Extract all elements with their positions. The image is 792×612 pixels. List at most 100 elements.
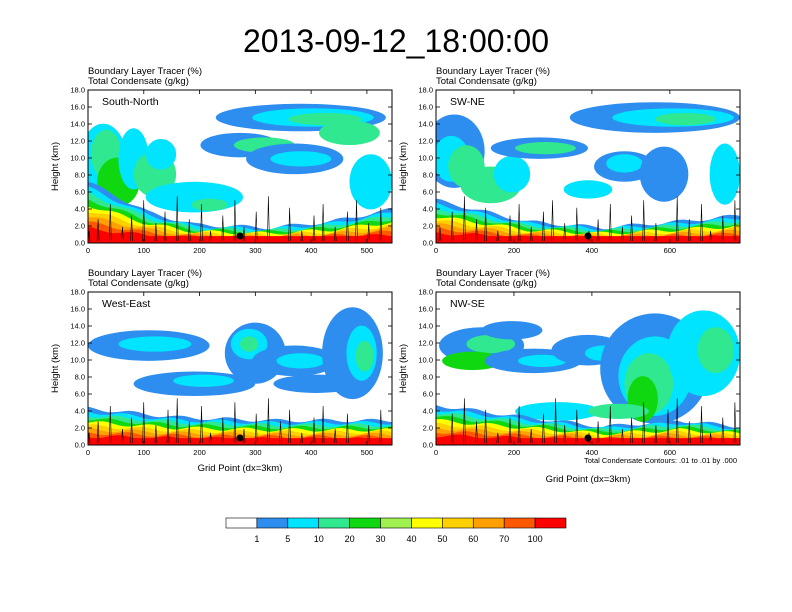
panel-south-north: Boundary Layer Tracer (%)Total Condensat… <box>50 66 393 255</box>
panel-label: NW-SE <box>450 298 485 310</box>
y-tick-label: 10.0 <box>70 154 85 163</box>
y-tick-label: 6.0 <box>423 188 433 197</box>
x-tick-label: 200 <box>193 448 206 457</box>
colorbar-label: 5 <box>285 534 290 544</box>
tracer-region <box>518 354 567 367</box>
colorbar-swatch <box>534 517 567 529</box>
panel-label: South-North <box>102 96 159 108</box>
condensate-contours <box>450 398 737 444</box>
y-tick-label: 16.0 <box>70 305 85 314</box>
tracer-region <box>191 198 228 211</box>
station-marker <box>584 232 592 240</box>
tracer-region <box>493 155 531 193</box>
x-tick-label: 500 <box>361 246 374 255</box>
colorbar-label: 60 <box>468 534 478 544</box>
station-marker <box>236 434 244 442</box>
y-tick-label: 8.0 <box>75 171 85 180</box>
y-tick-label: 18.0 <box>418 288 433 297</box>
header-condensate: Total Condensate (g/kg) <box>88 278 189 289</box>
y-tick-label: 0.0 <box>75 239 85 248</box>
tracer-region <box>442 351 503 371</box>
plot-frame <box>87 291 393 446</box>
x-tick-label: 0 <box>434 448 438 457</box>
colorbar-label: 20 <box>345 534 355 544</box>
tracer-region <box>606 154 643 173</box>
colorbar-label: 40 <box>406 534 416 544</box>
station-marker <box>236 232 244 240</box>
x-tick-label: 200 <box>508 448 521 457</box>
tracer-region <box>697 327 734 374</box>
tracer-region <box>481 321 543 340</box>
tracer-region <box>563 180 613 199</box>
station-marker <box>584 434 592 442</box>
colorbar-swatch <box>503 517 536 529</box>
colorbar: 1 5 10 20 30 40 50 60 70 100 <box>225 517 567 544</box>
tracer-field <box>436 102 740 243</box>
x-tick-label: 200 <box>508 246 521 255</box>
condensate-contours <box>88 196 383 242</box>
plot-frame <box>435 89 741 244</box>
y-tick-label: 12.0 <box>418 339 433 348</box>
x-axis-label: Grid Point (dx=3km) <box>546 474 631 485</box>
colorbar-swatch <box>287 517 320 529</box>
tracer-region <box>588 403 649 419</box>
y-axis-label: Height (km) <box>398 344 409 393</box>
colorbar-swatch <box>225 517 258 529</box>
colorbar-label: 50 <box>437 534 447 544</box>
header-condensate: Total Condensate (g/kg) <box>88 76 189 87</box>
tracer-region <box>173 374 234 387</box>
colorbar-swatch <box>442 517 474 529</box>
surface-strip <box>88 236 392 243</box>
x-tick-label: 0 <box>86 246 90 255</box>
colorbar-label: 70 <box>499 534 509 544</box>
tracer-region <box>466 334 516 354</box>
x-tick-label: 400 <box>305 246 318 255</box>
tracer-region <box>355 340 374 372</box>
y-tick-label: 12.0 <box>70 339 85 348</box>
x-tick-label: 400 <box>305 448 318 457</box>
tracer-field <box>436 310 740 445</box>
y-tick-label: 4.0 <box>75 407 85 416</box>
main-title: 2013-09-12_18:00:00 <box>243 23 549 59</box>
y-axis-label: Height (km) <box>50 142 61 191</box>
colorbar-label: 1 <box>254 534 259 544</box>
x-tick-label: 300 <box>249 246 262 255</box>
x-tick-label: 600 <box>664 246 677 255</box>
tracer-region <box>515 142 576 155</box>
y-tick-label: 4.0 <box>75 205 85 214</box>
surface-strip <box>88 438 392 445</box>
x-axis-label: Grid Point (dx=3km) <box>198 463 283 474</box>
contour-footer: Total Condensate Contours: .01 to .01 by… <box>584 456 737 465</box>
plot-frame <box>435 291 741 446</box>
tracer-region <box>276 353 326 369</box>
y-tick-label: 18.0 <box>418 86 433 95</box>
x-tick-label: 0 <box>434 246 438 255</box>
y-tick-label: 6.0 <box>423 390 433 399</box>
y-tick-label: 0.0 <box>75 441 85 450</box>
header-tracer: Boundary Layer Tracer (%) <box>88 268 202 279</box>
panel-west-east: Boundary Layer Tracer (%)Total Condensat… <box>50 268 393 474</box>
colorbar-label: 100 <box>528 534 543 544</box>
y-tick-label: 6.0 <box>75 188 85 197</box>
tracer-region <box>273 374 359 393</box>
x-tick-label: 500 <box>361 448 374 457</box>
panel-label: SW-NE <box>450 96 485 108</box>
y-tick-label: 2.0 <box>423 424 433 433</box>
y-tick-label: 8.0 <box>423 171 433 180</box>
x-tick-label: 300 <box>249 448 262 457</box>
y-tick-label: 18.0 <box>70 86 85 95</box>
y-tick-label: 16.0 <box>418 305 433 314</box>
tracer-field <box>88 103 392 243</box>
colorbar-label: 30 <box>376 534 386 544</box>
tracer-region <box>709 143 740 205</box>
tracer-region <box>654 112 716 126</box>
y-tick-label: 4.0 <box>423 407 433 416</box>
y-tick-label: 10.0 <box>418 356 433 365</box>
x-tick-label: 100 <box>138 448 151 457</box>
y-tick-label: 2.0 <box>423 222 433 231</box>
panel-nw-se: Boundary Layer Tracer (%)Total Condensat… <box>398 268 741 485</box>
y-tick-label: 0.0 <box>423 239 433 248</box>
header-tracer: Boundary Layer Tracer (%) <box>88 66 202 77</box>
colorbar-swatch <box>411 517 443 529</box>
